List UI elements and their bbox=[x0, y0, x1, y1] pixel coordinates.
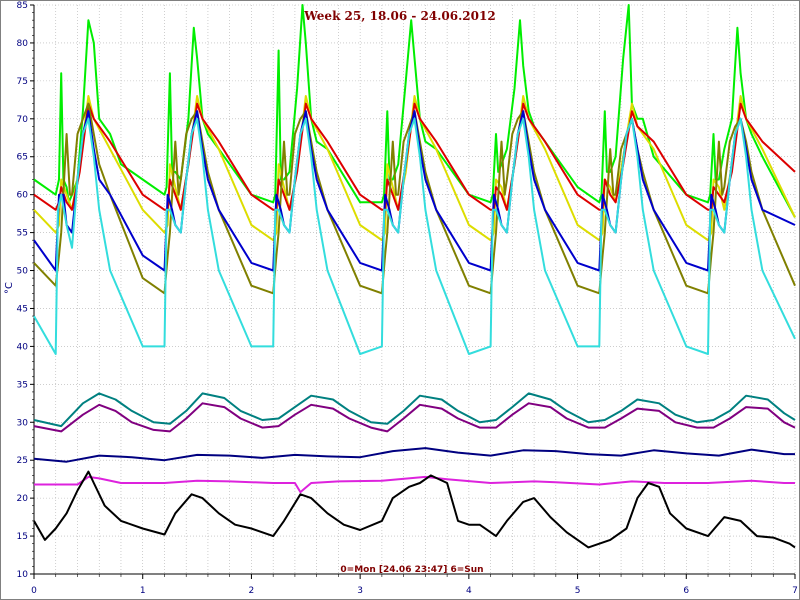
y-tick-label: 55 bbox=[17, 229, 28, 239]
y-tick-label: 10 bbox=[17, 570, 29, 580]
y-axis-label: °C bbox=[4, 282, 15, 294]
y-tick-label: 45 bbox=[17, 304, 28, 314]
series-line-7 bbox=[33, 392, 796, 428]
y-tick-label: 25 bbox=[17, 456, 28, 466]
series-line-11 bbox=[33, 470, 796, 549]
chart-title: Week 25, 18.06 - 24.06.2012 bbox=[303, 9, 495, 23]
plot-area bbox=[34, 5, 795, 574]
y-tick-label: 60 bbox=[17, 191, 29, 201]
y-tick-label: 80 bbox=[17, 39, 29, 49]
series-line-8 bbox=[33, 402, 796, 433]
y-tick-label: 40 bbox=[17, 342, 29, 352]
y-tick-label: 35 bbox=[17, 380, 28, 390]
x-tick-label: 4 bbox=[466, 586, 472, 596]
series-line-4 bbox=[33, 102, 796, 295]
y-tick-label: 50 bbox=[17, 267, 29, 277]
x-tick-label: 5 bbox=[575, 586, 581, 596]
x-tick-label: 7 bbox=[792, 586, 798, 596]
y-tick-label: 85 bbox=[17, 1, 28, 11]
series-line-6 bbox=[33, 117, 796, 355]
y-tick-label: 70 bbox=[17, 115, 29, 125]
x-tick-label: 3 bbox=[357, 586, 363, 596]
x-tick-label: 2 bbox=[249, 586, 255, 596]
y-tick-label: 30 bbox=[17, 418, 29, 428]
chart-footer: 0=Mon [24.06 23:47] 6=Sun bbox=[340, 565, 483, 575]
y-tick-label: 20 bbox=[17, 494, 29, 504]
x-tick-label: 6 bbox=[683, 586, 689, 596]
x-tick-label: 0 bbox=[31, 586, 37, 596]
y-tick-label: 65 bbox=[17, 153, 28, 163]
grid-layer bbox=[33, 4, 796, 575]
y-tick-label: 75 bbox=[17, 77, 28, 87]
series-layer bbox=[33, 4, 796, 549]
y-tick-label: 15 bbox=[17, 532, 28, 542]
series-line-9 bbox=[33, 447, 795, 463]
x-tick-label: 1 bbox=[140, 586, 146, 596]
series-line-10 bbox=[34, 475, 795, 494]
